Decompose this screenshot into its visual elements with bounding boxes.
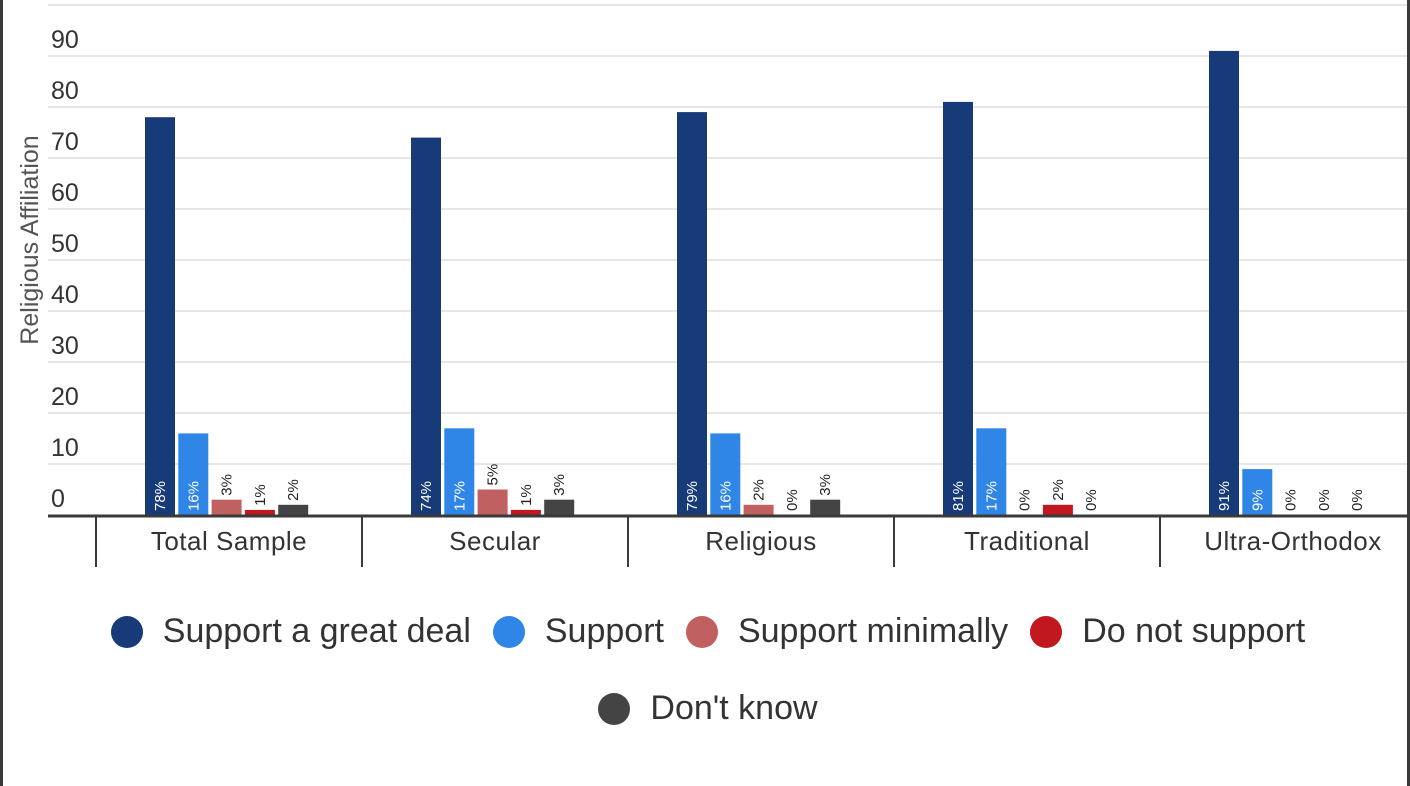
legend-item[interactable]: Do not support <box>1030 612 1305 651</box>
x-category-label: Ultra-Orthodox <box>1204 526 1382 556</box>
legend-item[interactable]: Don't know <box>598 689 818 728</box>
legend-item[interactable]: Support a great deal <box>110 612 471 651</box>
data-label: 0% <box>1316 489 1333 511</box>
legend-label: Support a great deal <box>162 612 471 650</box>
bar <box>244 509 275 515</box>
legend-label: Support <box>544 612 664 650</box>
legend-item[interactable]: Support <box>492 612 664 651</box>
data-label: 3% <box>817 474 834 496</box>
data-label: 3% <box>219 474 236 496</box>
data-label: 16% <box>185 481 202 511</box>
legend-swatch <box>1030 615 1063 648</box>
data-label: 0% <box>784 489 801 511</box>
bar <box>444 428 475 515</box>
y-tick-label: 0 <box>51 485 65 513</box>
data-label: 78% <box>152 481 169 511</box>
bar <box>743 504 774 515</box>
data-label: 9% <box>1249 489 1266 511</box>
x-category-label: Traditional <box>964 526 1090 556</box>
bar <box>1209 50 1239 516</box>
bar <box>278 504 309 515</box>
bar <box>145 117 175 515</box>
data-label: 0% <box>1349 489 1366 511</box>
y-tick-label: 40 <box>51 281 79 309</box>
y-tick-label: 90 <box>51 26 79 54</box>
bar <box>178 433 209 515</box>
legend-item[interactable]: Support minimally <box>685 612 1009 651</box>
data-label: 5% <box>485 464 502 486</box>
y-tick-label: 60 <box>51 179 79 207</box>
y-tick-label: 10 <box>51 434 79 462</box>
y-axis-ticks: 0 10 20 30 40 50 60 70 80 90 <box>51 26 79 513</box>
data-label: 2% <box>751 479 768 501</box>
y-tick-label: 50 <box>51 230 79 258</box>
data-label: 0% <box>1283 489 1300 511</box>
bar <box>810 499 841 515</box>
bar <box>1242 469 1273 515</box>
bar <box>943 101 973 516</box>
bar <box>211 499 242 515</box>
legend-label: Don't know <box>650 689 818 727</box>
data-label: 17% <box>451 481 468 511</box>
bar <box>411 137 441 515</box>
data-label: 79% <box>684 481 701 511</box>
x-axis-categories: Total Sample Secular Religious Traditional U… <box>151 526 1382 556</box>
legend: Support a great deal Support Support minim… <box>3 612 1410 728</box>
data-label: 0% <box>1083 489 1100 511</box>
bar <box>510 509 541 515</box>
data-label: 91% <box>1216 481 1233 511</box>
bar <box>976 428 1007 515</box>
x-axis <box>48 514 1407 567</box>
y-tick-label: 30 <box>51 332 79 360</box>
legend-label: Support minimally <box>737 612 1009 650</box>
data-label: 2% <box>1050 479 1067 501</box>
legend-swatch <box>598 692 631 725</box>
data-label: 81% <box>950 481 967 511</box>
data-label: 2% <box>285 479 302 501</box>
bar <box>477 489 508 515</box>
legend-label: Do not support <box>1082 612 1306 650</box>
data-label: 1% <box>252 484 269 506</box>
bar <box>544 499 575 515</box>
data-label: 74% <box>418 481 435 511</box>
data-label: 16% <box>717 481 734 511</box>
y-tick-label: 80 <box>51 77 79 105</box>
x-category-label: Religious <box>705 526 816 556</box>
x-category-label: Total Sample <box>151 526 307 556</box>
x-category-label: Secular <box>449 526 541 556</box>
y-tick-label: 20 <box>51 383 79 411</box>
data-label: 17% <box>983 481 1000 511</box>
data-label: 3% <box>551 474 568 496</box>
y-tick-label: 70 <box>51 128 79 156</box>
bar <box>710 433 741 515</box>
bar <box>1042 504 1073 515</box>
data-label: 1% <box>518 484 535 506</box>
data-label: 0% <box>1017 489 1034 511</box>
bar-chart: 0 10 20 30 40 50 60 70 80 90 Religious Affiliatio… <box>16 4 1407 567</box>
bar <box>677 112 707 515</box>
legend-swatch <box>685 615 718 648</box>
legend-swatch <box>110 615 143 648</box>
legend-swatch <box>492 615 525 648</box>
bars: 78% 16% 3% 1% 2% 74% 17% 5% 1% 3% 79% 16% 2% 0% 3% 81% 1… <box>145 50 1366 516</box>
gridlines <box>48 4 1407 465</box>
y-axis-label: Religious Affiliation <box>16 135 44 344</box>
